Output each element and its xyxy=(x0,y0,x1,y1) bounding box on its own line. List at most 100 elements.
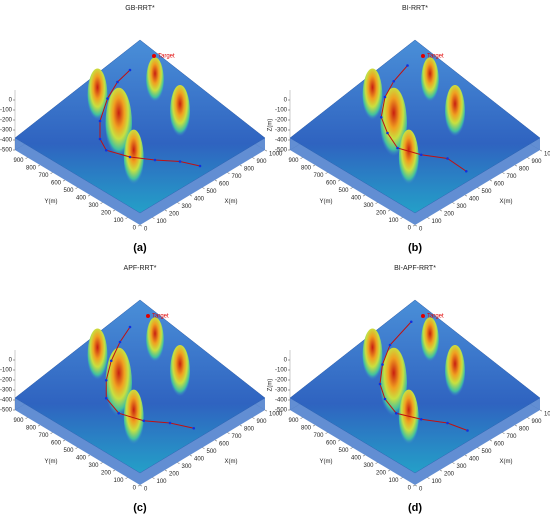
x-tick xyxy=(477,187,480,189)
y-axis-label: Y(m) xyxy=(45,459,58,465)
target-label: Target xyxy=(152,314,169,320)
path-node xyxy=(386,131,389,135)
x-tick-label: 700 xyxy=(507,174,518,180)
y-tick xyxy=(75,187,78,189)
z-tick-label: -300 xyxy=(0,388,13,394)
y-axis-label: Y(m) xyxy=(45,199,58,205)
path-node xyxy=(109,359,113,363)
panel-label: (d) xyxy=(408,502,422,514)
path-node xyxy=(142,419,146,423)
target-label: Target xyxy=(158,54,175,60)
y-tick xyxy=(337,179,341,182)
x-tick xyxy=(527,417,530,419)
x-tick-label: 600 xyxy=(494,182,505,188)
path-node xyxy=(118,340,122,344)
target-label: Target xyxy=(427,314,444,320)
terrain-peak xyxy=(421,317,439,364)
z-tick-label: -400 xyxy=(275,398,288,404)
path-node xyxy=(98,119,102,123)
z-tick-label: -200 xyxy=(275,378,288,384)
y-tick-label: 600 xyxy=(326,441,337,447)
z-tick-label: -300 xyxy=(275,128,288,134)
z-tick-label: -100 xyxy=(0,108,13,114)
z-tick-label: -200 xyxy=(0,378,13,384)
x-tick-label: 200 xyxy=(169,212,180,218)
y-tick xyxy=(100,202,103,204)
x-tick xyxy=(452,462,455,464)
y-tick-label: 800 xyxy=(26,166,37,172)
y-tick-label: 400 xyxy=(76,456,87,462)
x-tick-label: 300 xyxy=(182,464,193,470)
target-marker xyxy=(421,54,425,58)
x-tick xyxy=(527,157,530,159)
z-tick-label: -100 xyxy=(275,108,288,114)
z-tick-label: -200 xyxy=(275,118,288,124)
path-node xyxy=(104,148,108,152)
z-tick-label: -100 xyxy=(275,368,288,374)
y-tick-label: 100 xyxy=(113,478,124,484)
terrain-surface xyxy=(14,299,266,474)
x-tick xyxy=(502,172,505,174)
y-tick-label: 0 xyxy=(133,226,137,232)
path-node xyxy=(381,363,384,366)
x-tick-label: 400 xyxy=(194,457,205,463)
y-tick-label: 300 xyxy=(363,203,374,209)
terrain-peak xyxy=(146,317,164,364)
x-tick xyxy=(189,194,193,197)
y-tick-label: 500 xyxy=(338,188,349,194)
x-tick-label: 1000 xyxy=(544,412,550,418)
y-tick-label: 800 xyxy=(301,426,312,432)
path-node xyxy=(104,378,108,382)
x-tick-label: 200 xyxy=(169,472,180,478)
terrain-peak xyxy=(170,85,190,139)
y-tick-label: 400 xyxy=(351,196,362,202)
x-tick-label: 800 xyxy=(244,427,255,433)
path-node xyxy=(98,137,102,141)
z-tick-label: -500 xyxy=(275,408,288,414)
x-tick-label: 800 xyxy=(519,167,530,173)
x-tick xyxy=(214,179,218,182)
x-tick xyxy=(164,469,168,472)
y-tick-label: 300 xyxy=(88,463,99,469)
path-node xyxy=(198,164,202,168)
y-tick-label: 200 xyxy=(376,211,387,217)
path-node xyxy=(392,79,396,83)
x-tick xyxy=(152,477,155,479)
y-tick xyxy=(112,469,116,472)
y-tick xyxy=(387,209,391,212)
y-tick-label: 500 xyxy=(63,448,74,454)
planned-path xyxy=(99,69,201,167)
x-tick-label: 400 xyxy=(469,197,480,203)
y-tick xyxy=(387,469,391,472)
x-tick-label: 700 xyxy=(232,174,243,180)
y-tick xyxy=(100,462,103,464)
y-tick xyxy=(350,447,353,449)
x-tick xyxy=(239,164,243,167)
z-tick-label: -500 xyxy=(275,148,288,154)
y-tick xyxy=(375,202,378,204)
x-tick xyxy=(427,477,430,479)
path-node xyxy=(378,382,382,386)
x-tick-label: 300 xyxy=(182,204,193,210)
x-tick xyxy=(414,224,418,227)
x-axis-label: X(m) xyxy=(225,199,238,205)
x-tick-label: 500 xyxy=(207,189,218,195)
x-tick xyxy=(202,447,205,449)
x-tick xyxy=(164,209,168,212)
y-tick-label: 800 xyxy=(301,166,312,172)
x-tick-label: 700 xyxy=(507,434,518,440)
x-tick-label: 900 xyxy=(257,159,268,165)
y-tick xyxy=(362,454,366,457)
path-node xyxy=(379,115,383,119)
path-node xyxy=(178,160,182,163)
chart-title: APF-RRT* xyxy=(124,265,157,272)
path-node xyxy=(116,80,119,84)
path-node xyxy=(383,95,387,99)
x-tick xyxy=(502,432,505,434)
x-tick xyxy=(427,217,430,219)
terrain-peak xyxy=(398,129,419,188)
z-tick-label: -400 xyxy=(0,398,13,404)
path-node xyxy=(446,421,449,425)
x-tick-label: 1000 xyxy=(269,152,283,158)
